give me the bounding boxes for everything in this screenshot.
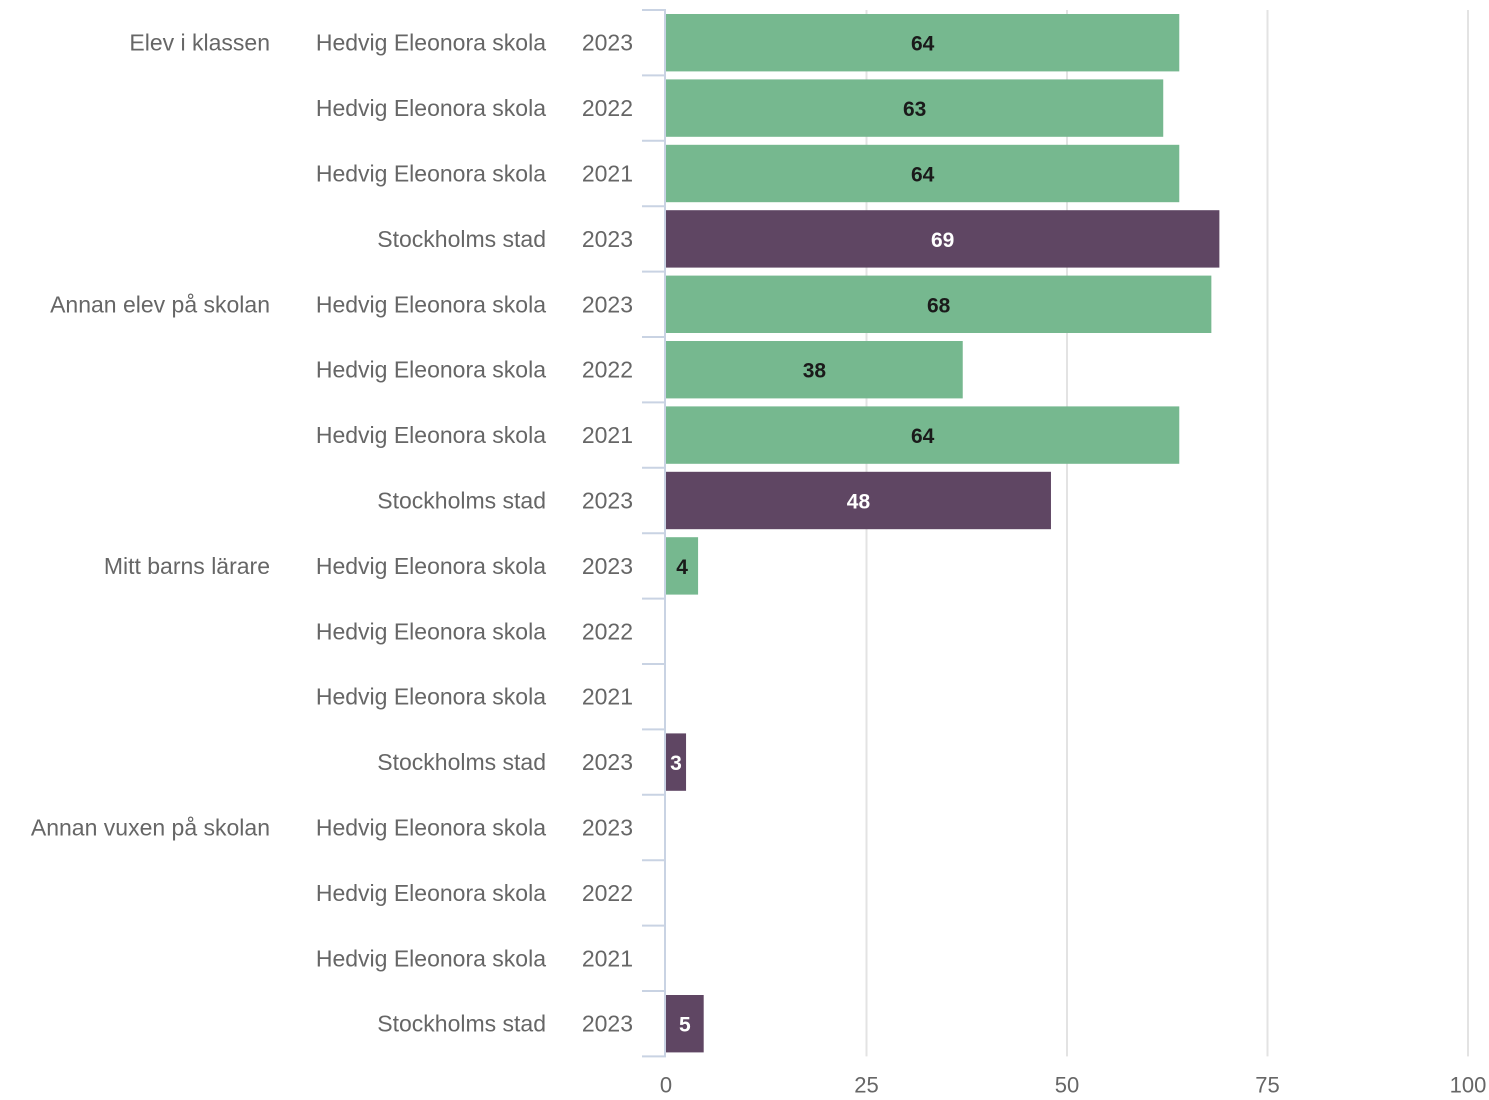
year-label: 2023 xyxy=(582,291,633,317)
bar-value-label: 64 xyxy=(911,33,935,56)
x-tick-label: 75 xyxy=(1255,1072,1279,1097)
year-label: 2023 xyxy=(582,1011,633,1037)
category-label: Annan elev på skolan xyxy=(50,291,270,317)
bar-value-label: 3 xyxy=(670,752,682,775)
year-label: 2022 xyxy=(582,357,633,383)
source-label: Hedvig Eleonora skola xyxy=(316,357,546,383)
bar-value-label: 38 xyxy=(803,360,827,383)
x-tick-label: 100 xyxy=(1450,1072,1487,1097)
row-labels: Elev i klassen Hedvig Eleonora skola 2023 H… xyxy=(31,30,633,1037)
bar xyxy=(666,144,1180,203)
year-label: 2023 xyxy=(582,488,633,514)
bar-value-label: 5 xyxy=(679,1014,691,1037)
source-label: Hedvig Eleonora skola xyxy=(316,291,546,317)
x-axis-ticks: 0 25 50 75 100 xyxy=(660,1072,1486,1097)
bar xyxy=(666,733,687,791)
bar-value-label: 68 xyxy=(927,294,951,317)
category-label: Annan vuxen på skolan xyxy=(31,815,270,841)
x-tick-label: 50 xyxy=(1055,1072,1079,1097)
source-label: Hedvig Eleonora skola xyxy=(316,618,546,644)
source-label: Hedvig Eleonora skola xyxy=(316,945,546,971)
bar xyxy=(666,210,1220,268)
bar xyxy=(666,471,1051,530)
year-label: 2022 xyxy=(582,95,633,121)
bar xyxy=(666,79,1164,137)
bar xyxy=(666,341,963,399)
year-label: 2021 xyxy=(582,422,633,448)
bar xyxy=(666,406,1180,464)
category-label: Elev i klassen xyxy=(129,30,270,56)
year-label: 2022 xyxy=(582,880,633,906)
source-label: Hedvig Eleonora skola xyxy=(316,30,546,56)
source-label: Hedvig Eleonora skola xyxy=(316,161,546,187)
year-label: 2023 xyxy=(582,553,633,579)
source-label: Hedvig Eleonora skola xyxy=(316,95,546,121)
year-label: 2021 xyxy=(582,945,633,971)
bar xyxy=(666,275,1212,333)
bar xyxy=(666,995,704,1053)
source-label: Hedvig Eleonora skola xyxy=(316,422,546,448)
year-label: 2021 xyxy=(582,684,633,710)
category-label: Mitt barns lärare xyxy=(104,553,270,579)
source-label: Hedvig Eleonora skola xyxy=(316,880,546,906)
x-tick-label: 0 xyxy=(660,1072,672,1097)
source-label: Stockholms stad xyxy=(377,226,546,252)
source-label: Stockholms stad xyxy=(377,1011,546,1037)
source-label: Hedvig Eleonora skola xyxy=(316,553,546,579)
source-label: Hedvig Eleonora skola xyxy=(316,815,546,841)
year-label: 2023 xyxy=(582,226,633,252)
y-axis xyxy=(642,9,666,1058)
bar-value-label: 48 xyxy=(847,491,871,514)
source-label: Stockholms stad xyxy=(377,749,546,775)
year-label: 2023 xyxy=(582,30,633,56)
year-label: 2021 xyxy=(582,161,633,187)
x-tick-label: 25 xyxy=(854,1072,878,1097)
bar xyxy=(666,537,699,595)
bar-value-label: 64 xyxy=(911,425,935,448)
bar xyxy=(666,14,1180,72)
year-label: 2023 xyxy=(582,815,633,841)
bar-value-label: 64 xyxy=(911,164,935,187)
bars: 64 63 64 69 68 38 64 48 4 3 5 xyxy=(666,14,1220,1053)
bar-value-label: 69 xyxy=(931,229,954,252)
year-label: 2023 xyxy=(582,749,633,775)
year-label: 2022 xyxy=(582,618,633,644)
bar-value-label: 63 xyxy=(903,98,926,121)
source-label: Stockholms stad xyxy=(377,488,546,514)
source-label: Hedvig Eleonora skola xyxy=(316,684,546,710)
bar-value-label: 4 xyxy=(676,556,688,579)
